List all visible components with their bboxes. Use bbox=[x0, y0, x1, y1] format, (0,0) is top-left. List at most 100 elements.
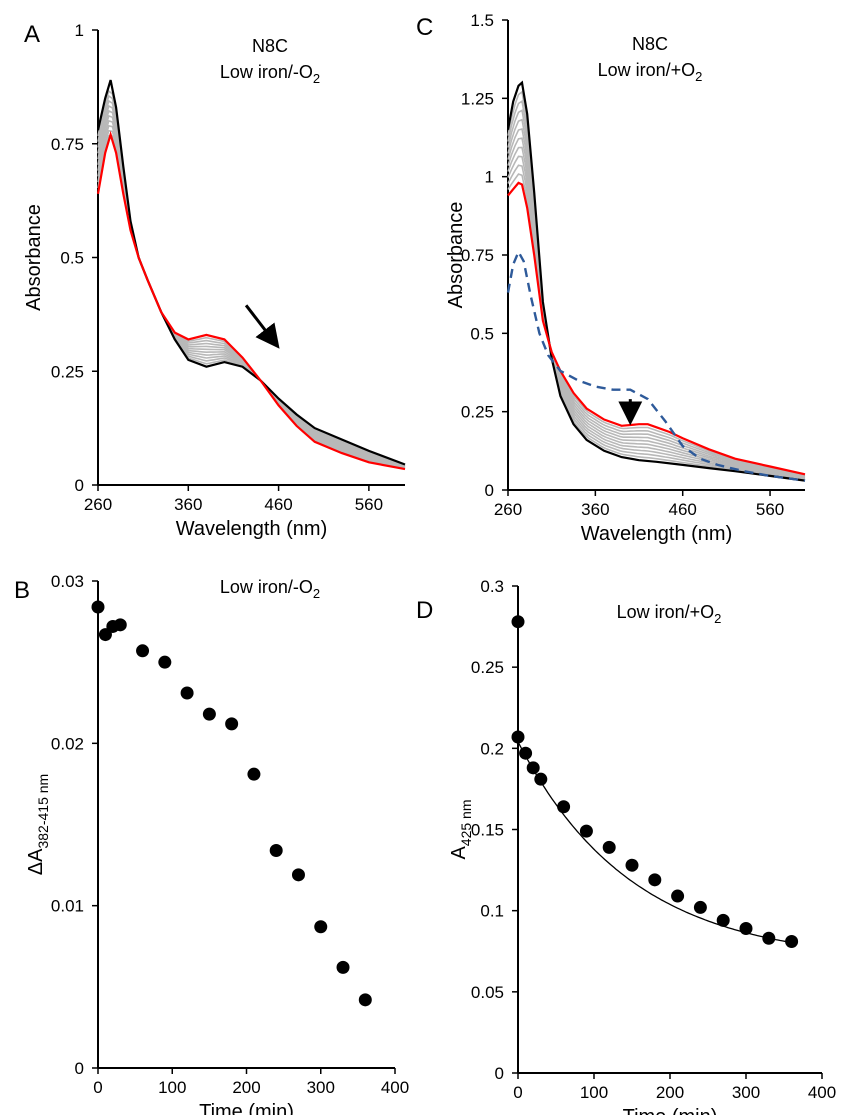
chart-subtitle-main: Low iron/-O bbox=[220, 62, 313, 82]
y-tick-label: 0.75 bbox=[51, 135, 84, 154]
y-tick-label: 1 bbox=[75, 21, 84, 40]
y-axis-label: Absorbance bbox=[445, 202, 467, 309]
x-tick-label: 460 bbox=[264, 495, 292, 514]
intermediate-trace bbox=[97, 94, 406, 467]
intermediate-trace bbox=[507, 127, 806, 479]
y-axis-label: ΔA382-415 nm bbox=[25, 774, 51, 875]
y-axis-label-subscript: 425 nm bbox=[458, 799, 474, 846]
y-tick-label: 0.5 bbox=[470, 324, 494, 343]
x-axis-label: Wavelength (nm) bbox=[176, 518, 328, 540]
x-tick-label: 200 bbox=[232, 1078, 260, 1097]
panel-letter: A bbox=[24, 21, 40, 48]
y-tick-label: 0.25 bbox=[51, 362, 84, 381]
final-spectrum bbox=[507, 181, 806, 476]
data-point bbox=[158, 655, 172, 669]
initial-spectrum bbox=[506, 80, 806, 482]
data-point bbox=[511, 730, 525, 744]
y-axis-label-main: A bbox=[448, 846, 470, 860]
data-point bbox=[225, 717, 239, 731]
data-point bbox=[136, 644, 150, 658]
data-point bbox=[511, 615, 525, 629]
intermediate-trace bbox=[97, 114, 406, 468]
data-point bbox=[180, 686, 194, 700]
intermediate-trace bbox=[97, 119, 406, 469]
y-tick-label: 1.25 bbox=[461, 89, 494, 108]
panel-b: B 0 0.01 0.02 0.03 0 100 200 300 400 Time (min) ΔA3… bbox=[14, 572, 409, 1115]
intermediate-trace bbox=[97, 89, 406, 466]
data-point bbox=[716, 913, 730, 927]
y-tick-label: 0.05 bbox=[471, 983, 504, 1002]
x-axis-label: Time (min) bbox=[623, 1106, 718, 1115]
y-tick-label: 0 bbox=[75, 1059, 84, 1078]
data-point bbox=[358, 993, 372, 1007]
data-point bbox=[785, 935, 799, 949]
data-point bbox=[336, 960, 350, 974]
panel-d: D 0 0.05 0.1 0.15 0.2 0.25 0.3 0 100 200 300 400 Time… bbox=[416, 577, 836, 1115]
data-point bbox=[625, 858, 639, 872]
y-tick-label: 0.75 bbox=[461, 246, 494, 265]
panel-c: C 0 0.25 0.5 0.75 1 1.25 1.5 260 360 460 560 Wavelen… bbox=[416, 11, 806, 545]
panel-letter: C bbox=[416, 14, 433, 41]
data-point bbox=[671, 889, 685, 903]
x-tick-label: 560 bbox=[355, 495, 383, 514]
x-tick-label: 200 bbox=[656, 1083, 684, 1102]
chart-subtitle-subscript: 2 bbox=[313, 71, 320, 86]
chart-title-main: Low iron/+O bbox=[617, 602, 715, 622]
y-tick-label: 0.25 bbox=[471, 658, 504, 677]
y-tick-label: 0.02 bbox=[51, 734, 84, 753]
x-tick-label: 460 bbox=[669, 500, 697, 519]
chart-title: Low iron/+O2 bbox=[617, 602, 722, 626]
intermediate-trace bbox=[507, 118, 806, 480]
intermediate-trace bbox=[507, 99, 806, 481]
panel-letter: B bbox=[14, 577, 30, 604]
x-tick-label: 300 bbox=[732, 1083, 760, 1102]
intermediate-trace bbox=[97, 124, 406, 469]
intermediate-trace bbox=[507, 173, 806, 476]
y-tick-label: 0.03 bbox=[51, 572, 84, 591]
y-tick-label: 0 bbox=[495, 1064, 504, 1083]
y-tick-label: 0.2 bbox=[480, 739, 504, 758]
data-point bbox=[314, 920, 328, 934]
y-axis-label-main: ΔA bbox=[25, 848, 47, 875]
data-point bbox=[519, 746, 533, 760]
data-point bbox=[557, 800, 571, 814]
x-tick-label: 260 bbox=[84, 495, 112, 514]
x-axis-label: Time (min) bbox=[199, 1101, 294, 1115]
x-tick-label: 260 bbox=[494, 500, 522, 519]
y-tick-label: 0.5 bbox=[60, 249, 84, 268]
x-tick-label: 360 bbox=[174, 495, 202, 514]
data-point bbox=[247, 767, 261, 781]
data-point bbox=[113, 618, 127, 632]
y-tick-label: 1 bbox=[485, 168, 494, 187]
data-point bbox=[202, 707, 216, 721]
y-tick-label: 0 bbox=[485, 481, 494, 500]
y-tick-label: 0 bbox=[75, 476, 84, 495]
chart-subtitle-subscript: 2 bbox=[695, 69, 702, 84]
x-tick-label: 100 bbox=[158, 1078, 186, 1097]
x-tick-label: 300 bbox=[307, 1078, 335, 1097]
y-tick-label: 0.01 bbox=[51, 897, 84, 916]
x-tick-label: 400 bbox=[808, 1083, 836, 1102]
intermediate-trace bbox=[97, 109, 406, 468]
x-tick-label: 100 bbox=[580, 1083, 608, 1102]
x-tick-label: 560 bbox=[756, 500, 784, 519]
data-point bbox=[579, 824, 593, 838]
intermediate-trace bbox=[507, 164, 806, 477]
data-point bbox=[534, 772, 548, 786]
y-tick-label: 1.5 bbox=[470, 11, 494, 30]
panel-letter: D bbox=[416, 597, 433, 624]
x-tick-label: 400 bbox=[381, 1078, 409, 1097]
intermediate-trace bbox=[507, 109, 806, 480]
data-point bbox=[91, 600, 105, 614]
fit-curve bbox=[517, 741, 792, 944]
x-tick-label: 0 bbox=[513, 1083, 522, 1102]
intermediate-trace bbox=[97, 129, 406, 469]
chart-title-main: Low iron/-O bbox=[220, 577, 313, 597]
chart-title-subscript: 2 bbox=[313, 586, 320, 601]
chart-title: Low iron/-O2 bbox=[220, 577, 320, 601]
x-tick-label: 0 bbox=[93, 1078, 102, 1097]
chart-subtitle: Low iron/-O2 bbox=[220, 62, 320, 86]
intermediate-trace bbox=[97, 104, 406, 467]
panel-a: A 0 0.25 0.5 0.75 1 260 360 460 560 Wavelength (nm… bbox=[23, 21, 406, 540]
data-point bbox=[269, 843, 283, 857]
